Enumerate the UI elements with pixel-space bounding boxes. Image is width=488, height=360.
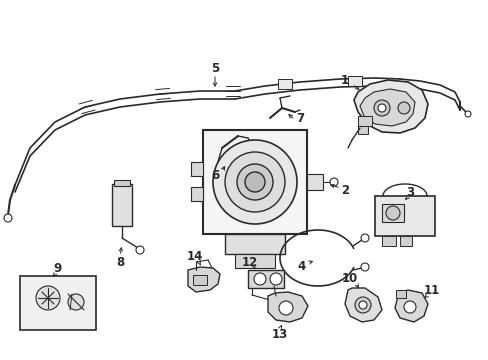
Circle shape [36, 286, 60, 310]
Circle shape [244, 172, 264, 192]
Circle shape [4, 214, 12, 222]
Circle shape [329, 178, 337, 186]
Bar [112, 184, 132, 226]
Circle shape [377, 104, 385, 112]
Text: 7: 7 [295, 112, 304, 125]
Text: 4: 4 [297, 260, 305, 273]
Text: 6: 6 [210, 168, 219, 181]
Bar [357, 126, 367, 134]
Text: 9: 9 [54, 261, 62, 274]
Circle shape [136, 246, 143, 254]
Polygon shape [187, 267, 220, 292]
Text: 14: 14 [186, 251, 203, 264]
Bar [20, 276, 96, 330]
Text: 8: 8 [116, 256, 124, 269]
Circle shape [464, 111, 470, 117]
Text: 13: 13 [271, 328, 287, 341]
Circle shape [403, 301, 415, 313]
Circle shape [68, 294, 84, 310]
Bar [347, 76, 361, 86]
Circle shape [397, 102, 409, 114]
Circle shape [385, 206, 399, 220]
Bar [191, 187, 203, 201]
Text: 10: 10 [341, 271, 357, 284]
Circle shape [354, 297, 370, 313]
Bar [399, 236, 411, 246]
Circle shape [237, 164, 272, 200]
Circle shape [224, 152, 285, 212]
Bar [395, 290, 405, 298]
Bar [203, 130, 306, 234]
Circle shape [253, 273, 265, 285]
Circle shape [358, 301, 366, 309]
Circle shape [360, 263, 368, 271]
Bar [374, 196, 434, 236]
Bar [235, 254, 274, 268]
Circle shape [373, 100, 389, 116]
Polygon shape [345, 288, 381, 322]
Circle shape [269, 273, 282, 285]
Bar [193, 275, 206, 285]
Bar [278, 79, 291, 89]
Text: 3: 3 [405, 185, 413, 198]
Text: 5: 5 [210, 62, 219, 75]
Bar [381, 236, 395, 246]
Bar [247, 270, 284, 288]
Text: 11: 11 [423, 284, 439, 297]
Polygon shape [359, 89, 414, 126]
Circle shape [360, 234, 368, 242]
Bar [381, 204, 403, 222]
Bar [224, 234, 285, 254]
Bar [306, 174, 323, 190]
Polygon shape [353, 80, 427, 133]
Bar [191, 162, 203, 176]
Bar [114, 180, 130, 186]
Circle shape [213, 140, 296, 224]
Polygon shape [394, 290, 427, 322]
Text: 1: 1 [340, 73, 348, 86]
Text: 12: 12 [242, 256, 258, 269]
Bar [357, 116, 371, 126]
Circle shape [279, 301, 292, 315]
Polygon shape [267, 292, 307, 322]
Text: 2: 2 [340, 184, 348, 197]
